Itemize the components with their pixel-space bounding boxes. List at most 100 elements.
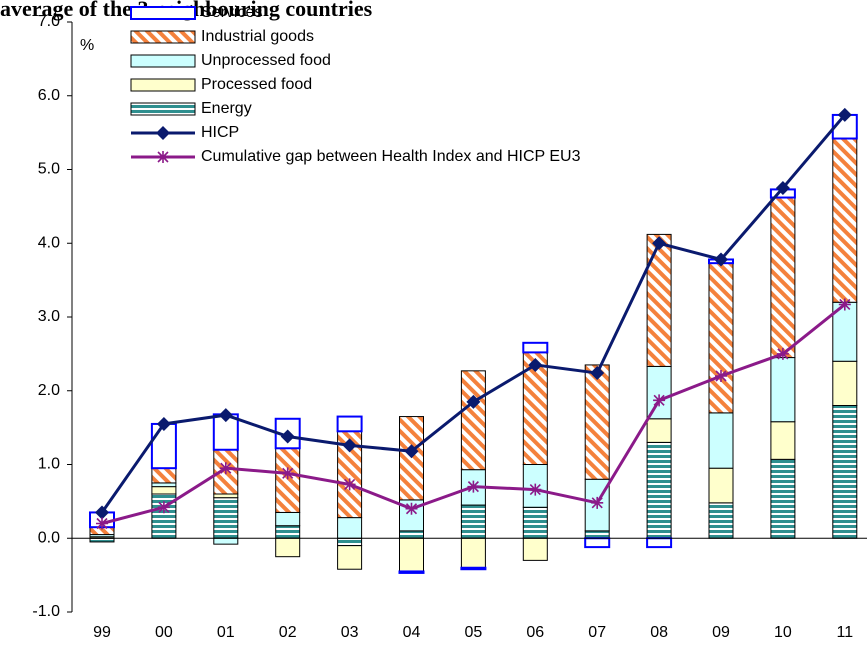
- bar-segment: [584, 530, 610, 539]
- bar-segment: [399, 537, 424, 572]
- bar-segment: [275, 511, 301, 527]
- bar-segment: [213, 537, 239, 545]
- legend-label: Energy: [201, 100, 252, 117]
- line-marker: [776, 347, 789, 360]
- y-tick-label: 1.0: [38, 456, 60, 473]
- bar-segment: [584, 364, 610, 480]
- x-tick-label: 09: [712, 624, 730, 641]
- bar-segment: [708, 412, 734, 469]
- x-tick-label: 08: [650, 624, 668, 641]
- x-tick-label: 99: [93, 624, 111, 641]
- line-marker: [466, 394, 481, 409]
- bar-segment: [832, 405, 858, 539]
- line-marker: [404, 444, 419, 459]
- bar-segment: [708, 467, 734, 504]
- x-tick-label: 00: [155, 624, 173, 641]
- line-marker: [775, 180, 790, 195]
- legend-marker: [156, 126, 170, 140]
- legend-marker: [157, 151, 169, 163]
- line-marker: [405, 502, 418, 515]
- line-marker: [467, 480, 480, 493]
- x-tick-label: 03: [341, 624, 359, 641]
- y-tick-label: 6.0: [38, 87, 60, 104]
- legend-label: Cumulative gap between Health Index and …: [201, 148, 581, 165]
- bar-segment: [151, 486, 177, 495]
- bar-segment: [460, 504, 486, 539]
- line-marker: [652, 236, 667, 251]
- bar-segment: [646, 441, 672, 539]
- line-marker: [219, 462, 232, 475]
- line-marker: [714, 252, 728, 267]
- legend-label: HICP: [201, 124, 239, 141]
- bar-segment: [337, 517, 363, 539]
- line-marker: [280, 429, 295, 444]
- x-tick-label: 01: [217, 624, 235, 641]
- bar-segment: [399, 416, 424, 501]
- legend-label: Services: [201, 4, 262, 21]
- bar-segment: [460, 566, 487, 571]
- line-marker: [343, 478, 356, 491]
- bar-segment: [770, 357, 796, 423]
- x-tick-label: 10: [774, 624, 792, 641]
- bar-segment: [646, 365, 672, 420]
- bar-segment: [399, 530, 424, 539]
- bar-segment: [646, 537, 673, 549]
- bar-segment: [646, 233, 672, 367]
- bar-segment: [770, 458, 796, 539]
- legend-swatch: [130, 78, 196, 92]
- legend-label: Unprocessed food: [201, 52, 331, 69]
- bar-segment: [336, 415, 363, 433]
- legend-swatch: [130, 54, 196, 68]
- x-tick-label: 02: [279, 624, 297, 641]
- bar-segment: [460, 537, 486, 569]
- bar-segment: [150, 422, 177, 470]
- line-marker: [590, 366, 605, 381]
- line-marker: [591, 496, 604, 509]
- legend-swatch: [130, 6, 196, 20]
- bar-segment: [275, 537, 301, 558]
- bar-segment: [522, 341, 549, 354]
- bar-segment: [708, 262, 734, 414]
- legend-label: Processed food: [201, 76, 312, 93]
- bar-segment: [522, 537, 548, 561]
- line-marker: [529, 483, 542, 496]
- line-marker: [156, 416, 171, 431]
- line-marker: [838, 298, 851, 311]
- line-marker: [837, 107, 852, 122]
- bar-segment: [275, 447, 301, 513]
- line-marker: [342, 438, 357, 453]
- line-marker: [715, 370, 727, 382]
- bar-segment: [151, 482, 177, 488]
- y-tick-label: 0.0: [38, 529, 60, 546]
- bar-segment: [584, 537, 611, 549]
- bar-segment: [89, 537, 115, 543]
- bar-segment: [337, 537, 363, 547]
- bar-segment: [770, 197, 796, 359]
- bar-segment: [151, 467, 177, 484]
- y-tick-label: 7.0: [38, 13, 60, 30]
- line-marker: [218, 408, 233, 423]
- bar-segment: [708, 502, 734, 539]
- legend-swatch: [130, 102, 196, 116]
- bar-segment: [213, 493, 239, 499]
- x-tick-label: 11: [836, 624, 853, 641]
- bar-segment: [275, 525, 301, 539]
- bar-segment: [770, 421, 796, 460]
- legend-swatch: [130, 30, 196, 44]
- bar-segment: [398, 570, 425, 574]
- x-tick-label: 07: [588, 624, 606, 641]
- x-tick-label: 05: [465, 624, 483, 641]
- x-tick-label: 06: [526, 624, 544, 641]
- line-marker: [95, 505, 109, 520]
- bar-segment: [832, 360, 858, 406]
- y-tick-label: 2.0: [38, 382, 60, 399]
- line-marker: [528, 357, 543, 372]
- line-marker: [96, 517, 108, 530]
- y-axis-label: %: [80, 37, 94, 54]
- bar-segment: [460, 370, 486, 471]
- y-tick-label: -1.0: [32, 603, 60, 620]
- legend-label: Industrial goods: [201, 28, 314, 45]
- line-marker: [281, 467, 294, 480]
- bar-segment: [522, 506, 548, 539]
